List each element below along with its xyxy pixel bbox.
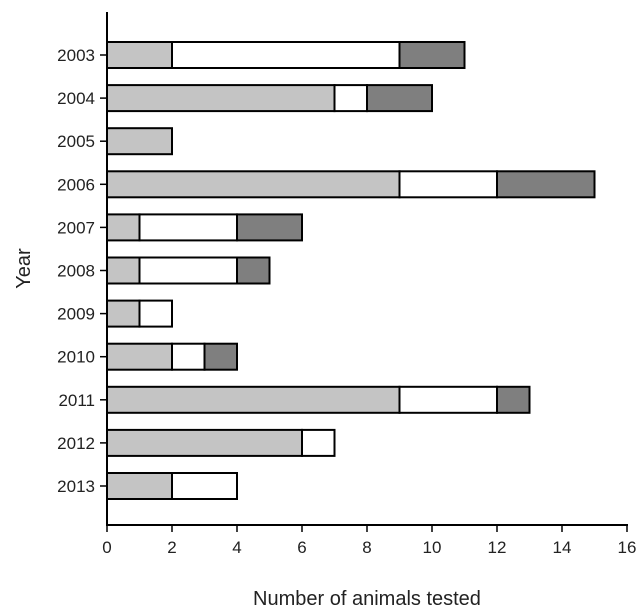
- bar-2009-segment-1: [106, 299, 141, 328]
- bar-2007-segment-1: [106, 213, 141, 242]
- x-tick-label-4: 4: [232, 538, 241, 557]
- y-tick-label-2013: 2013: [57, 477, 95, 496]
- x-tick-label-2: 2: [167, 538, 176, 557]
- bar-2006-segment-1: [106, 170, 401, 199]
- bar-2004-segment-2: [333, 84, 368, 113]
- x-tick-label-12: 12: [488, 538, 507, 557]
- bar-2007-segment-2: [138, 213, 238, 242]
- bar-2008-segment-3: [236, 256, 271, 285]
- bars-layer: [106, 41, 596, 500]
- bar-2011-segment-3: [496, 385, 531, 414]
- bar-2006-segment-3: [496, 170, 596, 199]
- bar-2003-segment-2: [171, 41, 401, 69]
- bar-2012-segment-2: [301, 428, 336, 457]
- x-axis-title: Number of animals tested: [253, 588, 481, 610]
- y-tick-label-2011: 2011: [58, 391, 95, 410]
- y-axis-title: Year: [13, 248, 35, 289]
- y-tick-label-2008: 2008: [57, 262, 95, 281]
- bar-2009-segment-2: [138, 299, 173, 328]
- y-tick-label-2003: 2003: [57, 46, 95, 65]
- y-tick-label-2010: 2010: [57, 348, 95, 367]
- bar-2008-segment-2: [138, 256, 238, 285]
- bar-2011-segment-1: [106, 385, 401, 414]
- y-tick-label-2009: 2009: [57, 305, 95, 324]
- y-tick-label-2006: 2006: [57, 175, 95, 194]
- y-tick-label-2005: 2005: [57, 132, 95, 151]
- y-tick-label-2004: 2004: [57, 89, 95, 108]
- bar-2010-segment-1: [106, 342, 173, 371]
- bar-2005-segment-1: [106, 127, 173, 156]
- bar-2004-segment-3: [366, 84, 433, 113]
- x-tick-label-8: 8: [362, 538, 371, 557]
- bar-2006-segment-2: [398, 170, 498, 199]
- x-tick-label-6: 6: [297, 538, 306, 557]
- bar-2010-segment-2: [171, 342, 206, 371]
- bar-2013-segment-1: [106, 472, 173, 500]
- x-tick-label-14: 14: [553, 538, 572, 557]
- y-tick-label-2007: 2007: [57, 218, 95, 237]
- x-tick-label-10: 10: [423, 538, 442, 557]
- bar-2012-segment-1: [106, 428, 303, 457]
- x-axis: 0 2 4 6 8 10 12 14 16: [102, 524, 637, 557]
- bar-2013-segment-2: [171, 472, 238, 500]
- x-tick-label-16: 16: [618, 538, 637, 557]
- x-tick-label-0: 0: [102, 538, 111, 557]
- bar-2003-segment-3: [398, 41, 466, 69]
- bar-2004-segment-1: [106, 84, 336, 113]
- bar-2008-segment-1: [106, 256, 141, 285]
- bar-2007-segment-3: [236, 213, 303, 242]
- bar-2011-segment-2: [398, 385, 498, 414]
- bar-2010-segment-3: [203, 342, 238, 371]
- y-axis: 2003 2004 2005 2006 2007 2008 2009 2010 2011 2012…: [57, 12, 108, 525]
- bar-2003-segment-1: [106, 41, 173, 69]
- y-tick-label-2012: 2012: [57, 434, 95, 453]
